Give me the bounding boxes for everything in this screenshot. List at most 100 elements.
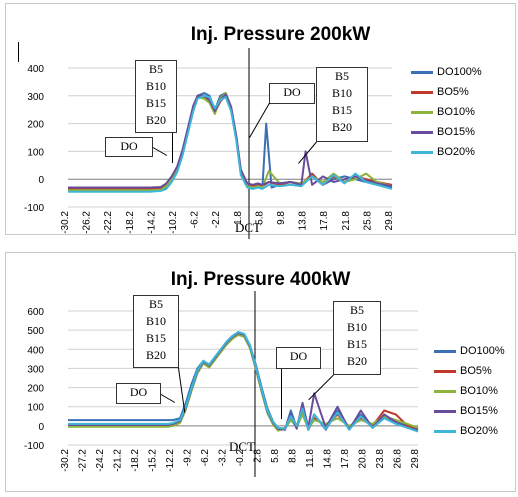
- y-tick-label: 300: [27, 364, 44, 375]
- series-line-bo20pct: [68, 94, 393, 193]
- x-axis-label: DCT: [235, 220, 261, 235]
- legend-item: DO100%: [411, 62, 482, 82]
- x-tick-label: -2.2: [211, 211, 222, 229]
- x-tick-label: -30.2: [60, 211, 71, 234]
- chart-title: Inj. Pressure 400kW: [170, 269, 351, 290]
- legend-swatch: [411, 110, 433, 114]
- x-tick-label: -18.2: [125, 211, 136, 234]
- legend-item: BO10%: [411, 102, 482, 122]
- legend-label: BO10%: [460, 385, 498, 397]
- x-tick-label: -14.2: [146, 211, 157, 234]
- x-tick-label: 5.8: [254, 211, 265, 225]
- legend-label: BO5%: [437, 86, 469, 98]
- x-tick-label: 23.8: [375, 449, 386, 469]
- x-tick-label: 5.8: [270, 449, 281, 463]
- callout-label: B15: [145, 96, 166, 110]
- y-tick-label: 200: [27, 120, 44, 131]
- x-tick-label: -27.2: [78, 449, 89, 472]
- callout-label: DO: [289, 349, 308, 363]
- legend-swatch: [411, 70, 433, 74]
- x-tick-label: 25.8: [362, 211, 373, 231]
- callout-label: B5: [334, 69, 349, 83]
- legend-swatch: [411, 150, 433, 154]
- legend-swatch: [434, 369, 456, 373]
- legend-item: BO20%: [434, 421, 505, 441]
- x-axis-label: DCT: [229, 439, 255, 454]
- blend-callout-right: B5 B10 B15 B20: [333, 301, 381, 375]
- callout-label: B15: [331, 103, 352, 117]
- callout-label: B5: [349, 303, 364, 317]
- x-tick-label: 14.8: [323, 449, 334, 469]
- x-tick-label: -26.2: [82, 211, 93, 234]
- callout-label: B10: [331, 86, 352, 100]
- y-tick-label: 400: [27, 64, 44, 75]
- blend-callout-left: B5 B10 B15 B20: [133, 295, 179, 368]
- legend-swatch: [411, 130, 433, 134]
- y-tick-label: 600: [27, 307, 44, 318]
- chart-panel-400kw: Inj. Pressure 400kW -100 0 100 200 300 400 500…: [5, 252, 516, 492]
- legend-label: BO15%: [437, 126, 475, 138]
- x-tick-label: -12.2: [165, 449, 176, 472]
- callout-pointer: [281, 369, 282, 419]
- x-tick-label: 1.8: [233, 211, 244, 225]
- legend-item: BO5%: [434, 361, 505, 381]
- y-tick-label: -100: [24, 441, 44, 452]
- legend-swatch: [411, 90, 433, 94]
- callout-label: B20: [346, 354, 367, 368]
- x-tick-label: 17.8: [319, 211, 330, 231]
- callout-label: B20: [331, 120, 352, 134]
- x-tick-label: -10.2: [168, 211, 179, 234]
- y-tick-label: 300: [27, 92, 44, 103]
- callout-pointer: [172, 133, 173, 163]
- x-tick-label: 17.8: [340, 449, 351, 469]
- chart-plot-200kw: -100 0 100 200 300 400 -30.2 -26.2 -22.2 -18.2 -14…: [24, 48, 395, 239]
- x-tick-label: 8.8: [288, 449, 299, 463]
- x-tick-label: 20.8: [358, 449, 369, 469]
- callout-label: B15: [145, 331, 166, 345]
- y-tick-label: -100: [24, 203, 44, 214]
- do-callout-left: DO: [105, 137, 153, 157]
- callout-label: B5: [148, 297, 163, 311]
- blend-callout-right: B5 B10 B15 B20: [316, 67, 368, 142]
- x-tick-label: -3.2: [218, 449, 229, 467]
- legend-swatch: [434, 389, 456, 393]
- y-tick-label: 500: [27, 326, 44, 337]
- x-tick-label: 2.8: [253, 449, 264, 463]
- legend-label: BO10%: [437, 106, 475, 118]
- x-tick-label: 21.8: [341, 211, 352, 231]
- callout-label: B20: [145, 348, 166, 362]
- chart-title: Inj. Pressure 200kW: [190, 24, 371, 45]
- legend-item: BO15%: [411, 122, 482, 142]
- callout-label: B10: [145, 314, 166, 328]
- legend-item: BO5%: [411, 82, 482, 102]
- y-tick-label: 0: [38, 175, 44, 186]
- x-tick-label: 29.8: [410, 449, 421, 469]
- do-callout-left: DO: [116, 383, 161, 404]
- y-tick-label: 200: [27, 384, 44, 395]
- x-tick-label: -6.2: [190, 211, 201, 229]
- legend-label: BO20%: [437, 146, 475, 158]
- x-tick-label: -15.2: [148, 449, 159, 472]
- x-tick-label: 13.8: [298, 211, 309, 231]
- legend-item: BO15%: [434, 401, 505, 421]
- legend-swatch: [434, 409, 456, 413]
- legend-label: DO100%: [437, 66, 482, 78]
- chart-legend: DO100% BO5% BO10% BO15% BO20%: [411, 62, 482, 162]
- legend-label: BO5%: [460, 365, 492, 377]
- x-tick-label: -30.2: [60, 449, 71, 472]
- x-tick-label: -9.2: [183, 449, 194, 467]
- chart-legend: DO100% BO5% BO10% BO15% BO20%: [434, 341, 505, 441]
- callout-label: DO: [283, 85, 301, 99]
- x-tick-label: -6.2: [200, 449, 211, 467]
- callout-label: B10: [145, 79, 166, 93]
- chart-panel-200kw: Inj. Pressure 200kW -100 0 100 200 300 400 -30…: [5, 3, 516, 239]
- callout-label: DO: [120, 139, 138, 153]
- callout-label: B20: [145, 113, 166, 127]
- legend-swatch: [434, 429, 456, 433]
- legend-label: DO100%: [460, 345, 505, 357]
- callout-label: B10: [346, 320, 367, 334]
- chart-plot-400kw: -100 0 100 200 300 400 500 600 -30.2 -27.2 -24.2 -2…: [24, 291, 421, 477]
- legend-swatch: [434, 349, 456, 353]
- x-tick-label: -18.2: [130, 449, 141, 472]
- legend-item: DO100%: [434, 341, 505, 361]
